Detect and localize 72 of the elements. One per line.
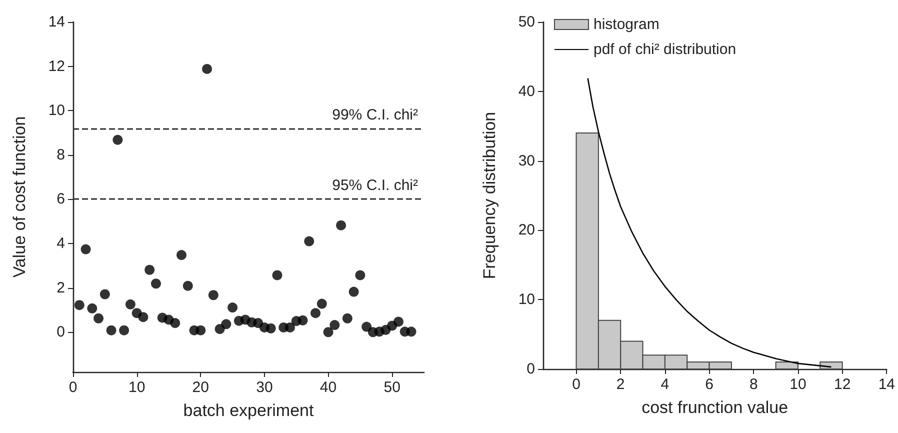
- point: [406, 326, 416, 337]
- x-axis-title: batch experiment: [183, 401, 314, 420]
- x-tick-label: 40: [320, 379, 337, 396]
- point: [284, 322, 295, 332]
- ref-line-label: 95% C.I. chi²: [332, 177, 418, 194]
- point: [393, 316, 404, 327]
- point: [74, 300, 84, 310]
- x-tick-label: 0: [68, 379, 78, 396]
- point: [304, 236, 314, 246]
- ref-line-label: 99% C.I. chi²: [332, 106, 418, 124]
- point: [336, 220, 346, 230]
- point: [342, 313, 352, 324]
- y-tick-label: 40: [518, 82, 535, 100]
- point: [228, 302, 238, 313]
- point: [112, 134, 123, 145]
- x-tick-label: 4: [660, 376, 670, 393]
- point: [266, 323, 276, 334]
- point: [119, 325, 130, 336]
- point: [87, 303, 98, 314]
- point: [94, 313, 104, 324]
- y-tick-label: 6: [56, 190, 65, 208]
- x-tick-label: 12: [834, 376, 851, 393]
- x-tick-label: 10: [790, 376, 806, 393]
- x-tick-label: 6: [705, 376, 714, 393]
- legend-label: histogram: [594, 16, 660, 33]
- y-tick-label: 14: [48, 14, 65, 30]
- point: [323, 327, 334, 338]
- y-tick-label: 4: [56, 235, 65, 252]
- y-axis-title: Value of cost function: [10, 116, 29, 278]
- point: [316, 298, 327, 309]
- point: [100, 289, 110, 300]
- point: [150, 278, 161, 289]
- point: [182, 280, 193, 291]
- x-tick-label: 30: [256, 379, 273, 396]
- x-tick-label: 10: [128, 379, 146, 396]
- y-tick-label: 10: [518, 291, 535, 308]
- y-tick-label: 12: [48, 58, 65, 75]
- x-tick-label: 20: [192, 379, 209, 396]
- x-tick-label: 0: [572, 376, 580, 393]
- y-tick-label: 10: [48, 102, 65, 120]
- point: [202, 64, 212, 74]
- x-axis-title: cost frunction value: [642, 398, 788, 417]
- point: [272, 270, 282, 280]
- point: [310, 308, 321, 318]
- x-tick-label: 50: [384, 379, 400, 396]
- point: [125, 299, 136, 310]
- legend-label: pdf of chi² distribution: [594, 41, 736, 58]
- y-tick-label: 2: [56, 279, 65, 296]
- point: [144, 264, 155, 275]
- y-tick-label: 20: [518, 222, 535, 239]
- point: [362, 322, 372, 332]
- x-tick-label: 14: [878, 376, 895, 393]
- point: [138, 312, 148, 322]
- point: [170, 318, 180, 328]
- point: [176, 250, 186, 260]
- x-tick-label: 8: [749, 376, 758, 393]
- point: [221, 319, 232, 330]
- point: [196, 325, 206, 336]
- point: [348, 286, 359, 297]
- point: [355, 270, 366, 280]
- y-tick-label: 8: [56, 146, 65, 164]
- y-tick-label: 30: [518, 152, 535, 170]
- point: [80, 244, 91, 254]
- y-tick-label: 50: [518, 14, 535, 30]
- point: [106, 325, 116, 336]
- point: [208, 290, 218, 300]
- y-tick-label: 0: [56, 324, 65, 341]
- y-axis-title: Frequency distribution: [480, 112, 499, 280]
- x-tick-label: 2: [616, 376, 625, 393]
- point: [298, 315, 308, 326]
- point: [330, 320, 340, 330]
- y-tick-label: 0: [526, 360, 535, 378]
